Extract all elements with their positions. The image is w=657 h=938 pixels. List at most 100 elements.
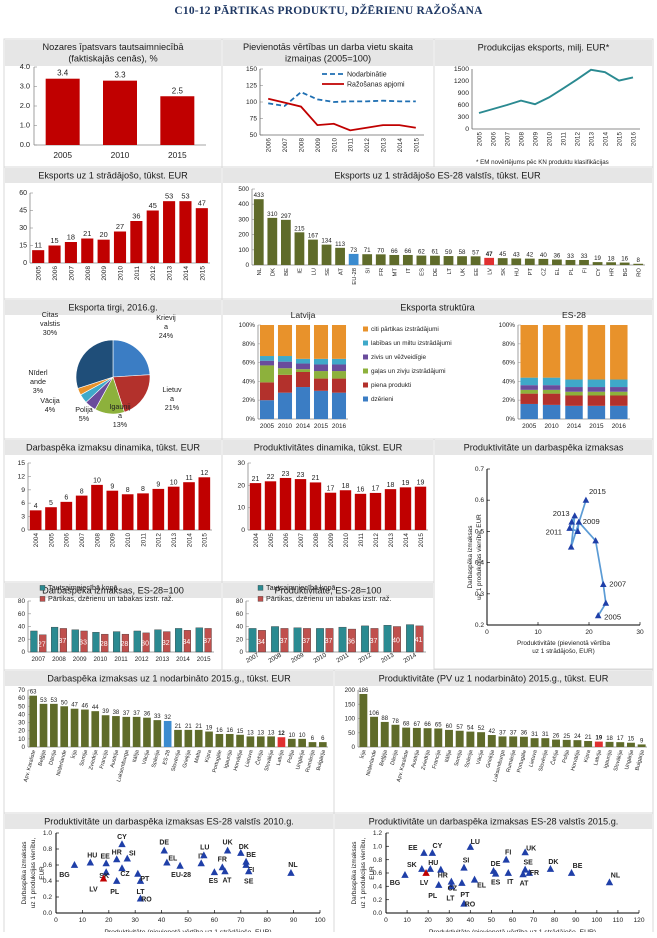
pie-label: Vācija [40, 396, 60, 405]
y-tick: 600 [458, 102, 470, 109]
y-tick: 0 [22, 744, 26, 751]
bar-value: 52 [478, 726, 485, 732]
y-tick: 0 [245, 262, 249, 269]
scatter-marker [428, 849, 437, 856]
panel-prod-lab-header [435, 440, 652, 455]
x-tick: 100 [314, 917, 325, 924]
x-tick: 60 [509, 917, 517, 924]
y-tick: 30 [19, 225, 27, 232]
x-tick: 2009 [315, 138, 322, 153]
scatter-marker [566, 524, 573, 531]
stack-segment [520, 393, 538, 404]
bar-value: 9 [640, 738, 644, 744]
bar-value: 39 [102, 709, 109, 715]
scatter-marker [223, 846, 232, 854]
bar-value: 78 [392, 719, 399, 725]
x-tick: 20 [585, 629, 593, 636]
x-tick: 2005 [48, 533, 55, 548]
bar [130, 221, 143, 263]
x-tick: 2012 [373, 533, 380, 548]
x-tick: 2007 [79, 533, 86, 548]
scatter-marker [70, 861, 79, 868]
bar [97, 239, 110, 263]
stack-segment [277, 356, 293, 362]
x-tick: EL [555, 267, 561, 275]
y-tick: 20 [237, 482, 245, 489]
point-label: NL [288, 862, 298, 869]
bar [113, 631, 121, 653]
panel-prod-lab-frame [433, 438, 654, 670]
bar-value: 62 [418, 249, 425, 256]
x-tick: Čehija [549, 749, 560, 766]
panel-structure-header [223, 300, 652, 315]
point-label: IT [507, 879, 514, 886]
scatter-marker [470, 875, 479, 883]
bar-value: 167 [308, 233, 319, 240]
x-tick: 2009 [328, 533, 335, 548]
scatter-marker [466, 843, 475, 850]
bar [348, 628, 356, 653]
bar [153, 720, 162, 747]
x-tick: Portugāle [516, 749, 528, 773]
legend-swatch [363, 382, 368, 388]
legend-label: Pārtikas, dzērienu un tabakas izstr. raž… [48, 594, 173, 603]
bar [309, 482, 322, 530]
point-label: PT [140, 876, 150, 883]
stack-segment [587, 391, 606, 396]
bar-value: 19 [206, 726, 213, 732]
bar-value: 45 [149, 201, 157, 210]
stack-segment [277, 392, 293, 419]
legend-label: zivis un vēžveidīgie [371, 354, 427, 361]
stack-segment [565, 379, 583, 388]
stack-segment [277, 368, 293, 375]
scatter-marker [160, 846, 168, 854]
bar [361, 625, 369, 653]
x-tick: EU-28 [352, 267, 358, 284]
bar-value: 25 [563, 734, 570, 740]
stack-segment [313, 378, 329, 391]
x-tick: Vācija [476, 749, 486, 765]
stack-segment [520, 377, 538, 386]
panel-prod-country: Produktivitāte (PV uz 1 nodarbināto) 201… [333, 669, 654, 814]
bar-value: 186 [358, 688, 369, 694]
panel-share-header [5, 40, 221, 66]
bar-value: 42 [488, 729, 495, 735]
x-tick: 2010 [125, 533, 132, 548]
bar [430, 255, 440, 265]
bar-value: 17 [327, 486, 335, 493]
x-tick: 20 [105, 917, 113, 924]
bar-value: 37 [280, 638, 288, 645]
scatter-marker [245, 867, 253, 875]
x-tick: 2010 [331, 138, 338, 153]
panel-lab-country-title: Darbaspēka izmaksas uz 1 nodarbināto 201… [47, 673, 291, 683]
bar-value: 24 [574, 734, 581, 740]
x-tick: NL [257, 267, 263, 275]
x-tick: 2005 [477, 132, 484, 147]
panel-exp-worker: Eksports uz 1 strādājošo, tūkst. EUR 0 15 3… [3, 166, 223, 300]
y-tick: 0.4 [373, 884, 382, 891]
bar-value: 41 [415, 637, 423, 644]
bar [194, 729, 203, 747]
bar [466, 731, 475, 747]
scatter-marker [176, 861, 184, 869]
bar [267, 736, 275, 747]
pie-slice [112, 339, 151, 378]
pie-label: Nīderl [28, 368, 48, 377]
x-tick: 2005 [268, 533, 275, 548]
bar [143, 717, 151, 747]
point-label: PT [460, 892, 470, 899]
bar-value: 66 [391, 248, 398, 255]
bar-value: 2.5 [172, 86, 184, 95]
y-tick: 0% [506, 416, 516, 423]
x-tick: 2012 [156, 533, 163, 548]
bar [163, 631, 171, 653]
y-tick: 1.0 [373, 844, 382, 851]
bar [509, 736, 518, 747]
pie-label: 30% [43, 328, 58, 337]
x-tick: 2014 [176, 656, 190, 663]
y-tick: 75 [250, 116, 258, 123]
scatter-marker [568, 518, 575, 525]
y-tick: 100 [345, 716, 356, 723]
stack-segment [565, 387, 583, 392]
bar [121, 633, 129, 653]
